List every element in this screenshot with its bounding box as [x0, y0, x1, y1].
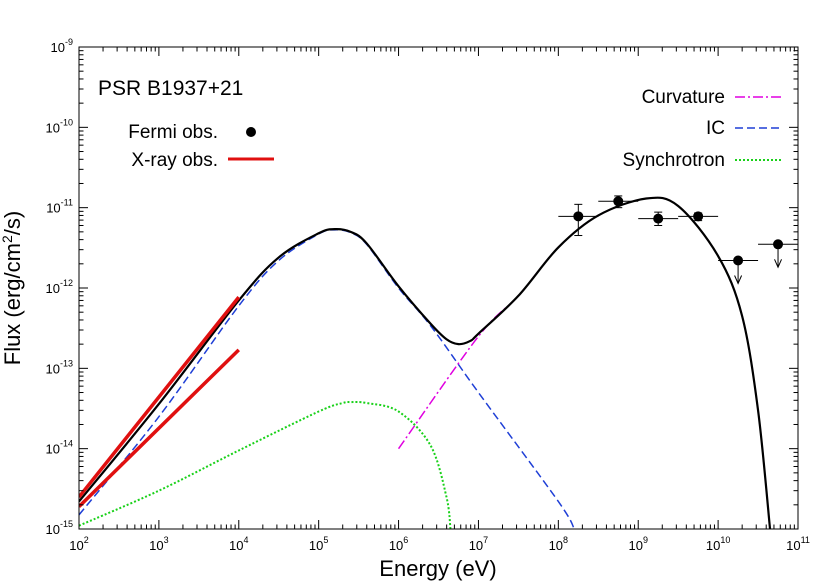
- fermi-marker-2: [613, 196, 624, 207]
- y-tick-label-4: 10-12: [46, 278, 73, 296]
- y-axis-label: Flux (erg/cm2/s): [0, 211, 25, 366]
- legend-label-ic: IC: [706, 118, 725, 139]
- y-tick-labels: 10-15 10-14 10-13 10-12 10-11 10-10 10-9: [46, 37, 73, 537]
- legend-left: Fermi obs. X-ray obs.: [128, 122, 274, 171]
- y-tick-label-7: 10-9: [51, 37, 73, 55]
- fermi-point-1: [558, 203, 599, 237]
- fermi-point-6: [758, 239, 798, 269]
- legend-label-curvature: Curvature: [642, 87, 725, 108]
- fermi-marker-1: [573, 211, 584, 222]
- x-tick-label-5: 106: [389, 535, 408, 553]
- fermi-upper-limit-arrow-5: [734, 275, 743, 285]
- x-tick-label-2: 103: [149, 535, 168, 553]
- curves-layer: [79, 196, 772, 529]
- y-axis-label-base: Flux (erg/cm: [0, 243, 25, 365]
- fermi-marker-3: [653, 213, 664, 224]
- fermi-marker-4: [693, 211, 704, 222]
- fermi-point-4: [678, 211, 719, 222]
- x-tick-label-8: 109: [628, 535, 647, 553]
- legend-label-fermi: Fermi obs.: [128, 122, 218, 143]
- legend-right: Curvature IC Synchrotron: [623, 87, 782, 171]
- x-tick-label-9: 1010: [706, 535, 730, 553]
- xray-segment-1: [79, 296, 241, 499]
- y-axis-label-sup: 2: [0, 235, 15, 243]
- axis-ticks: [79, 47, 798, 529]
- curvature-curve: [397, 196, 771, 529]
- total-curve: [79, 196, 772, 529]
- plot-frame: [78, 46, 799, 530]
- xray-segment-2: [79, 348, 241, 508]
- x-tick-label-3: 104: [229, 535, 248, 553]
- legend-label-xray: X-ray obs.: [131, 150, 218, 171]
- x-axis-label: Energy (eV): [379, 556, 496, 581]
- ic-curve: [79, 229, 575, 529]
- fermi-marker-5: [733, 255, 744, 266]
- synchrotron-curve: [79, 400, 452, 529]
- x-tick-label-6: 107: [469, 535, 488, 553]
- fermi-point-2: [598, 195, 639, 209]
- y-axis-label-tail: /s): [0, 211, 25, 235]
- x-tick-label-7: 108: [549, 535, 568, 553]
- fermi-point-3: [638, 211, 679, 226]
- x-tick-labels: 102 103 104 105 106 107 108 109 1010 1011: [69, 535, 810, 553]
- legend-label-synchrotron: Synchrotron: [623, 150, 725, 171]
- fermi-upper-limit-arrow-6: [774, 259, 782, 269]
- y-tick-label-1: 10-15: [46, 519, 73, 537]
- y-tick-label-2: 10-14: [46, 439, 73, 457]
- y-tick-label-6: 10-10: [46, 117, 73, 135]
- x-tick-label-10: 1011: [786, 535, 810, 553]
- y-tick-label-3: 10-13: [46, 358, 73, 376]
- fermi-point-5: [718, 255, 759, 285]
- legend-marker-fermi: [246, 127, 256, 137]
- data-points-layer: [558, 195, 798, 285]
- y-tick-label-5: 10-11: [46, 198, 73, 216]
- chart-title: PSR B1937+21: [98, 77, 243, 100]
- x-tick-label-4: 105: [309, 535, 328, 553]
- fermi-marker-6: [773, 239, 784, 250]
- x-tick-label-1: 102: [69, 535, 88, 553]
